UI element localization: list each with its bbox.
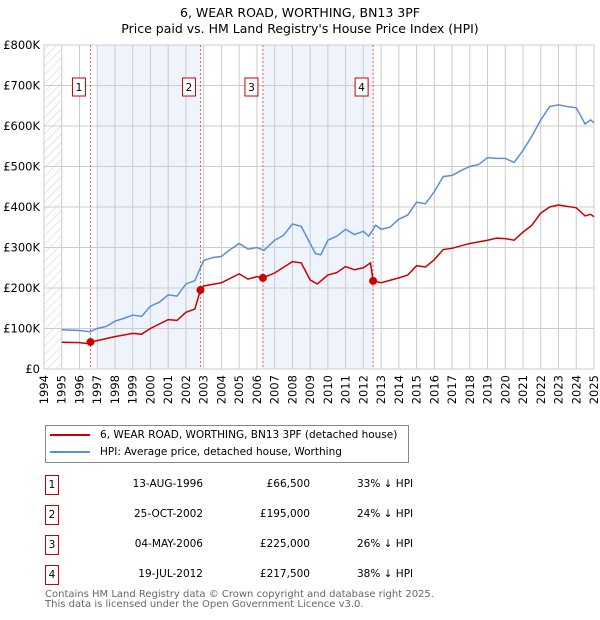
legend-item-property: 6, WEAR ROAD, WORTHING, BN13 3PF (detach… <box>50 429 397 441</box>
x-tick-label: 2004 <box>214 375 228 404</box>
x-tick-label: 2016 <box>427 375 441 404</box>
sale-hpi-diff: 33% ↓ HPI <box>357 478 414 490</box>
sale-hpi-diff: 38% ↓ HPI <box>357 568 414 580</box>
sale-number-badge: 2 <box>45 505 59 525</box>
x-tick-label: 1999 <box>126 375 140 404</box>
x-tick-label: 2012 <box>356 375 370 404</box>
sale-label: 2 <box>186 82 193 94</box>
legend-swatch <box>50 434 90 436</box>
x-tick-label: 2025 <box>587 375 600 404</box>
sale-date: 19-JUL-2012 <box>138 568 203 580</box>
sale-price: £66,500 <box>266 478 310 490</box>
sale-label-box <box>244 77 259 97</box>
sale-point <box>369 276 378 285</box>
legend-label: 6, WEAR ROAD, WORTHING, BN13 3PF (detach… <box>100 429 398 441</box>
chart-plot: 1994 1995 1996 1997 1998 1999 2000 2001 2002 2003… <box>3 38 600 404</box>
x-tick-label: 2008 <box>285 375 299 404</box>
y-tick-label: £300K <box>3 241 40 255</box>
x-tick-label: 1998 <box>108 375 122 404</box>
x-tick-label: 2007 <box>268 375 282 404</box>
sale-label: 3 <box>248 82 255 94</box>
x-tick-label: 2009 <box>303 375 317 404</box>
legend: 6, WEAR ROAD, WORTHING, BN13 3PF (detach… <box>45 425 409 463</box>
sale-point <box>196 286 205 295</box>
x-tick-label: 2015 <box>410 375 424 404</box>
x-tick-label: 2002 <box>179 375 193 404</box>
sale-label: 1 <box>76 82 83 94</box>
y-tick-label: £700K <box>3 79 40 93</box>
x-tick-label: 2003 <box>197 375 211 404</box>
x-tick-label: 2019 <box>481 375 495 404</box>
x-tick-label: 2001 <box>161 375 175 404</box>
legend-item-hpi: HPI: Average price, detached house, Wort… <box>50 446 342 458</box>
series-line <box>61 204 595 345</box>
sale-hpi-diff: 26% ↓ HPI <box>357 538 414 550</box>
sale-hpi-diff: 24% ↓ HPI <box>357 508 414 520</box>
chart-subtitle: Price paid vs. HM Land Registry's House … <box>121 21 479 36</box>
plot-frame <box>43 44 595 370</box>
sale-number-badge: 1 <box>45 475 59 495</box>
sale-price: £195,000 <box>259 508 310 520</box>
x-tick-label: 2006 <box>250 375 264 404</box>
series-line <box>61 104 595 333</box>
y-tick-label: £100K <box>3 322 40 336</box>
x-tick-label: 2021 <box>516 375 530 404</box>
x-tick-label: 2017 <box>445 375 459 404</box>
x-tick-label: 2005 <box>232 375 246 404</box>
chart-title: 6, WEAR ROAD, WORTHING, BN13 3PF <box>180 5 420 20</box>
x-tick-label: 2014 <box>392 375 406 404</box>
x-tick-label: 2024 <box>569 375 583 404</box>
x-tick-label: 1997 <box>90 375 104 404</box>
sale-label: 4 <box>358 82 365 94</box>
sale-date: 25-OCT-2002 <box>134 508 203 520</box>
x-tick-label: 2018 <box>463 375 477 404</box>
x-tick-label: 2010 <box>321 375 335 404</box>
y-tick-label: £400K <box>3 200 40 214</box>
sale-price: £217,500 <box>259 568 310 580</box>
y-tick-label: £500K <box>3 160 40 174</box>
sale-point <box>86 338 95 347</box>
y-tick-label: £800K <box>3 38 40 52</box>
y-tick-label: £600K <box>3 119 40 133</box>
footer-line-2: This data is licensed under the Open Gov… <box>45 599 364 610</box>
footer-line-1: Contains HM Land Registry data © Crown c… <box>45 589 434 600</box>
x-tick-label: 1994 <box>37 375 51 404</box>
x-tick-label: 2022 <box>534 375 548 404</box>
x-tick-label: 2020 <box>498 375 512 404</box>
sale-price: £225,000 <box>259 538 310 550</box>
legend-label: HPI: Average price, detached house, Wort… <box>100 446 342 458</box>
y-tick-label: £200K <box>3 281 40 295</box>
x-tick-label: 1996 <box>72 375 86 404</box>
x-tick-label: 2013 <box>374 375 388 404</box>
x-tick-label: 1995 <box>55 375 69 404</box>
sale-number-badge: 4 <box>45 565 59 585</box>
sale-label-box <box>181 77 196 97</box>
legend-swatch <box>50 451 90 453</box>
sale-date: 04-MAY-2006 <box>134 538 203 550</box>
x-tick-label: 2011 <box>339 375 353 404</box>
x-tick-label: 2023 <box>552 375 566 404</box>
footer: Contains HM Land Registry data © Crown c… <box>45 590 434 610</box>
sale-number-badge: 3 <box>45 535 59 555</box>
sale-point <box>258 273 267 282</box>
sale-label-box <box>354 77 369 97</box>
y-tick-label: £0 <box>25 362 40 376</box>
sale-label-box <box>71 77 86 97</box>
sale-date: 13-AUG-1996 <box>132 478 203 490</box>
x-tick-label: 2000 <box>143 375 157 404</box>
